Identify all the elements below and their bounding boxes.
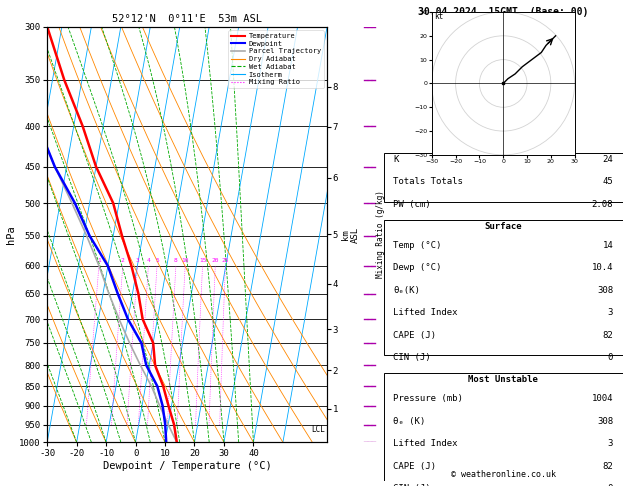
Text: CIN (J): CIN (J) xyxy=(393,484,431,486)
Text: 1004: 1004 xyxy=(592,395,613,403)
Text: Lifted Index: Lifted Index xyxy=(393,308,458,317)
X-axis label: Dewpoint / Temperature (°C): Dewpoint / Temperature (°C) xyxy=(103,461,272,471)
Text: 25: 25 xyxy=(221,258,229,263)
Text: 2.08: 2.08 xyxy=(592,200,613,208)
Text: 3: 3 xyxy=(608,308,613,317)
Bar xyxy=(384,220,623,355)
Text: Surface: Surface xyxy=(484,222,522,231)
Text: 308: 308 xyxy=(597,417,613,426)
Text: Lifted Index: Lifted Index xyxy=(393,439,458,448)
Text: Totals Totals: Totals Totals xyxy=(393,177,463,186)
Y-axis label: hPa: hPa xyxy=(6,225,16,244)
Text: Temp (°C): Temp (°C) xyxy=(393,241,442,250)
Text: CIN (J): CIN (J) xyxy=(393,353,431,362)
Text: © weatheronline.co.uk: © weatheronline.co.uk xyxy=(451,470,555,479)
Text: Most Unstable: Most Unstable xyxy=(468,375,538,384)
Text: K: K xyxy=(393,155,399,164)
Y-axis label: km
ASL: km ASL xyxy=(341,226,360,243)
Text: 4: 4 xyxy=(147,258,150,263)
Text: CAPE (J): CAPE (J) xyxy=(393,462,437,470)
Text: 308: 308 xyxy=(597,286,613,295)
Text: 1: 1 xyxy=(97,258,101,263)
Text: θₑ (K): θₑ (K) xyxy=(393,417,425,426)
Text: 20: 20 xyxy=(211,258,219,263)
Text: Pressure (mb): Pressure (mb) xyxy=(393,395,463,403)
Text: 0: 0 xyxy=(608,353,613,362)
Text: 0: 0 xyxy=(608,484,613,486)
Text: 45: 45 xyxy=(603,177,613,186)
Text: 15: 15 xyxy=(199,258,206,263)
Text: PW (cm): PW (cm) xyxy=(393,200,431,208)
Text: 5: 5 xyxy=(155,258,159,263)
Bar xyxy=(384,373,623,486)
Text: LCL: LCL xyxy=(312,425,326,434)
Text: 52°12'N  0°11'E  53m ASL: 52°12'N 0°11'E 53m ASL xyxy=(112,14,262,24)
Text: 10: 10 xyxy=(181,258,189,263)
Text: 14: 14 xyxy=(603,241,613,250)
Text: 8: 8 xyxy=(174,258,178,263)
Text: 82: 82 xyxy=(603,462,613,470)
Text: θₑ(K): θₑ(K) xyxy=(393,286,420,295)
Legend: Temperature, Dewpoint, Parcel Trajectory, Dry Adiabat, Wet Adiabat, Isotherm, Mi: Temperature, Dewpoint, Parcel Trajectory… xyxy=(228,30,323,88)
Text: 2: 2 xyxy=(121,258,125,263)
Text: Mixing Ratio (g/kg): Mixing Ratio (g/kg) xyxy=(376,191,385,278)
Text: 10.4: 10.4 xyxy=(592,263,613,273)
Bar xyxy=(384,153,623,202)
Text: 30.04.2024  15GMT  (Base: 00): 30.04.2024 15GMT (Base: 00) xyxy=(418,7,588,17)
Text: 3: 3 xyxy=(608,439,613,448)
Text: 82: 82 xyxy=(603,330,613,340)
Text: 24: 24 xyxy=(603,155,613,164)
Text: Dewp (°C): Dewp (°C) xyxy=(393,263,442,273)
Text: 3: 3 xyxy=(136,258,140,263)
Text: CAPE (J): CAPE (J) xyxy=(393,330,437,340)
